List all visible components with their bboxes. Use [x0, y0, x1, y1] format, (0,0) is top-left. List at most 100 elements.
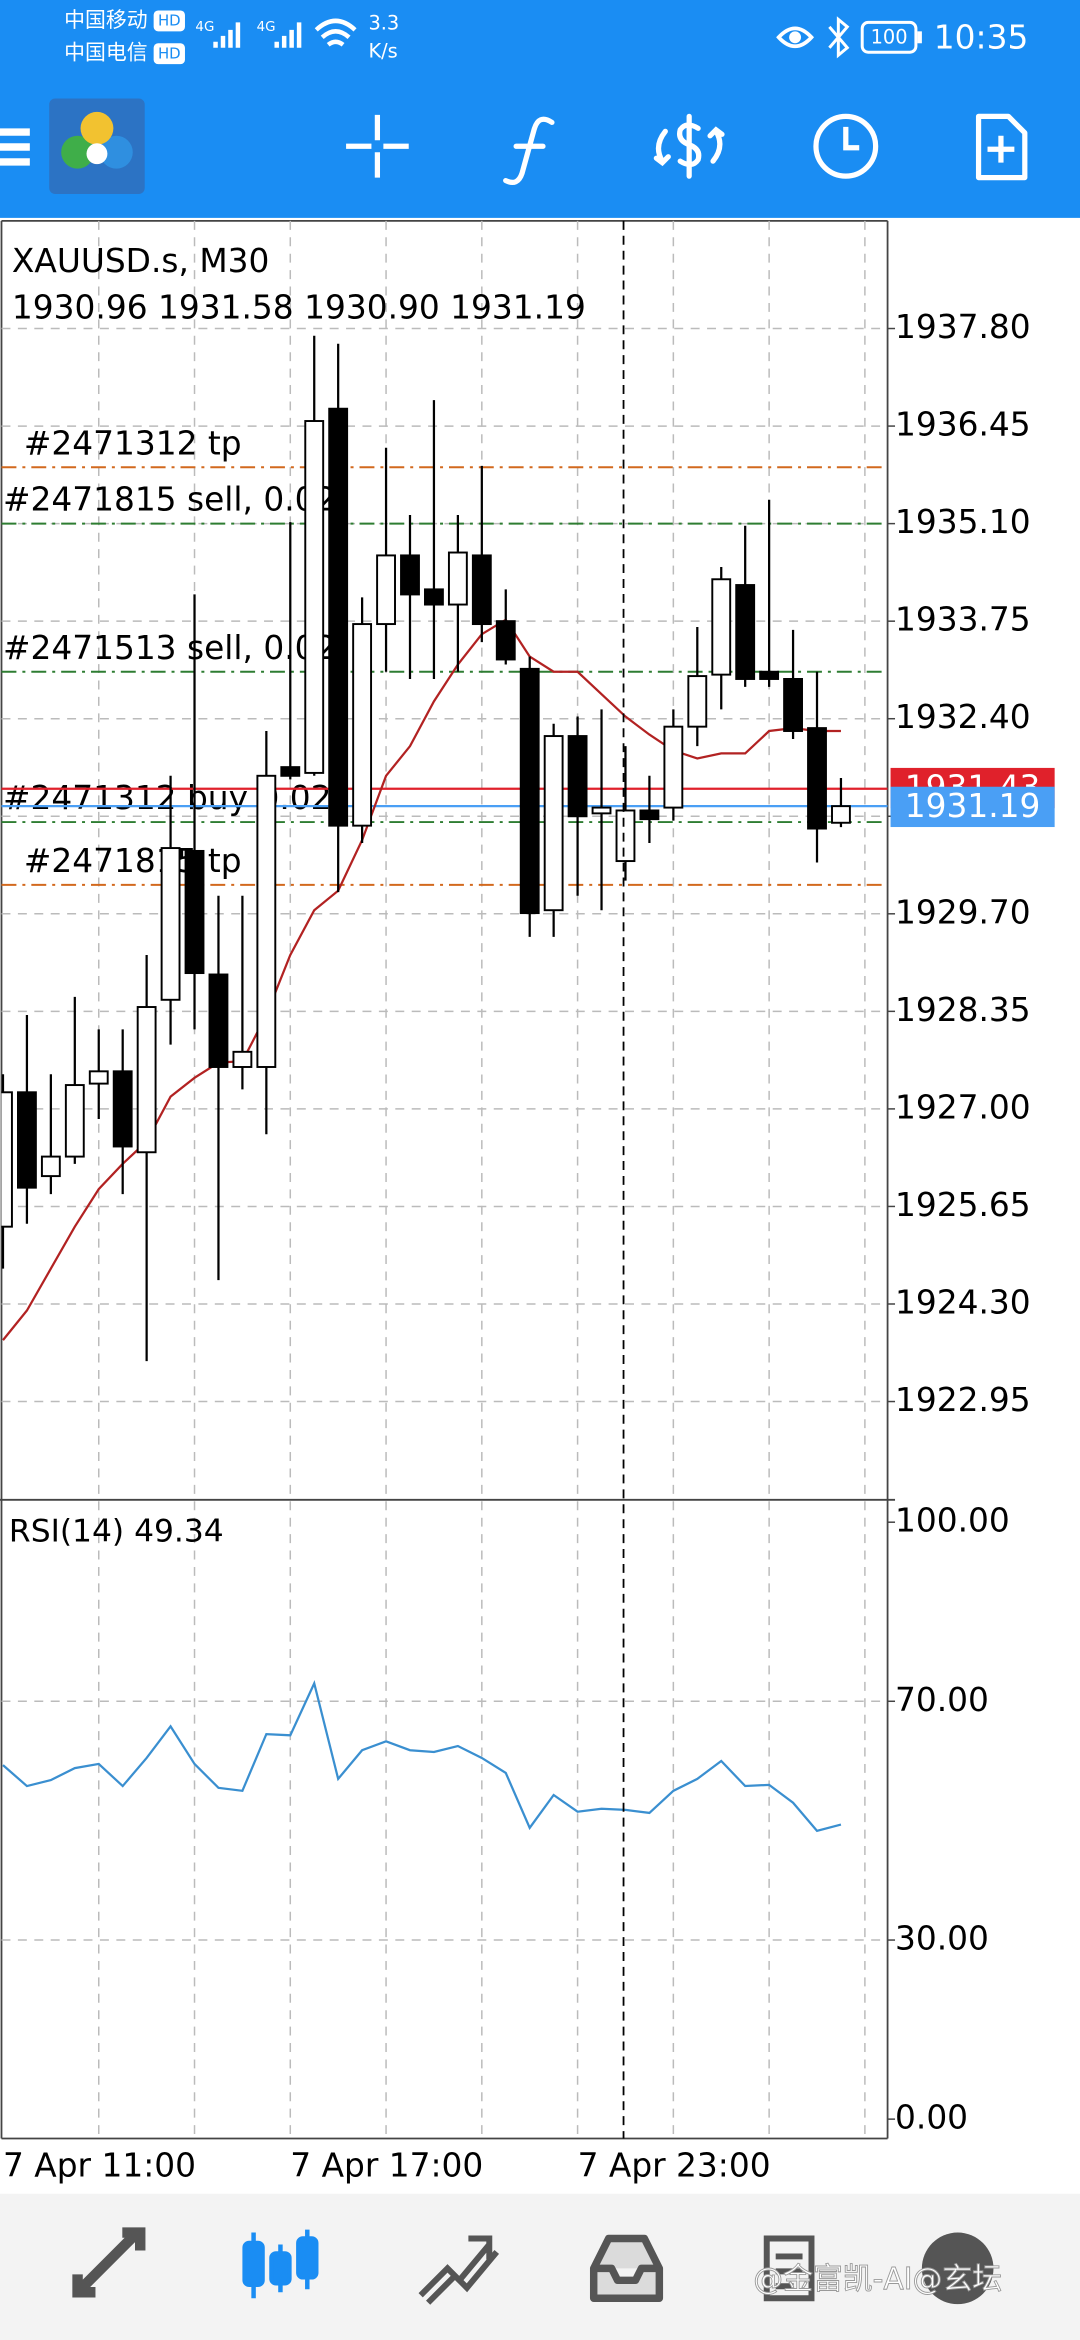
y-tick-label: 100.00 — [895, 1502, 1010, 1540]
candle-body — [471, 554, 492, 626]
chart-tab-icon — [242, 2240, 265, 2288]
signal-icon — [274, 22, 302, 48]
candle-body — [40, 1155, 61, 1178]
menu-button[interactable] — [0, 128, 30, 166]
candle-body — [88, 1070, 109, 1085]
candle-body — [1, 1091, 13, 1228]
candle-body — [352, 623, 373, 827]
y-tick-label: 1937.80 — [895, 308, 1031, 346]
hd-label: HD — [158, 44, 181, 62]
indicators-button[interactable] — [503, 116, 555, 185]
clock: 10:35 — [934, 18, 1029, 56]
candle-body — [328, 407, 349, 827]
y-tick-label: 1925.65 — [895, 1186, 1031, 1224]
y-tick-label: 1927.00 — [895, 1088, 1031, 1126]
candle-body — [519, 667, 540, 915]
candle-body — [447, 551, 468, 606]
candle-body — [256, 774, 277, 1068]
battery-level: 100 — [871, 26, 908, 49]
hd-label: HD — [158, 12, 181, 30]
order-label: #2471815 sell, 0.02 — [3, 481, 336, 519]
history-tab[interactable] — [589, 2234, 664, 2302]
app-logo — [80, 111, 114, 145]
candle-body — [783, 678, 803, 732]
hd-badge — [153, 10, 185, 32]
watermark: @金富凯-AI@玄坛 — [753, 2262, 1002, 2297]
y-tick-label: 1935.10 — [895, 503, 1031, 541]
rsi-title: RSI(14) 49.34 — [9, 1514, 224, 1550]
bottom-nav: @金富凯-AI@玄坛 — [0, 2193, 1080, 2340]
order-label: #2471312 buy 0.02 — [3, 779, 332, 817]
status-bar: 中国移动 中国电信 HD HD 4G 4G 3.3 K/s 100 10:35 — [64, 8, 1028, 65]
speed-unit: K/s — [368, 40, 397, 63]
top-bar — [0, 0, 1080, 218]
candle-body — [615, 809, 636, 863]
candle-body — [759, 670, 780, 680]
y-tick-label: 0.00 — [895, 2099, 968, 2137]
order-label: #2471513 sell, 0.02 — [3, 629, 336, 667]
crosshair-button[interactable] — [346, 114, 409, 178]
eye-icon — [789, 31, 802, 44]
network: 4G — [257, 20, 276, 35]
trade-button[interactable] — [653, 113, 725, 179]
toolbar — [0, 98, 1028, 195]
chart-tab-icon — [296, 2236, 319, 2280]
y-tick-label: 1933.75 — [895, 601, 1031, 639]
x-tick-label: 7 Apr 11:00 — [3, 2146, 196, 2184]
new-order-button[interactable] — [975, 113, 1028, 181]
candle-body — [232, 1050, 253, 1068]
signal-icon — [213, 22, 241, 48]
candle-body — [639, 809, 660, 821]
messages-tab[interactable] — [921, 2232, 994, 2305]
chart-tab-icon — [269, 2251, 292, 2286]
candle-body — [495, 620, 516, 661]
candle-body — [400, 554, 420, 596]
candle-body — [184, 849, 205, 975]
eye-icon — [776, 26, 815, 49]
bluetooth-icon — [828, 16, 850, 59]
bid-tag-label: 1931.19 — [905, 787, 1041, 825]
trade-icon — [653, 126, 725, 167]
candle-body — [280, 766, 301, 777]
candle-body — [711, 578, 732, 676]
x-tick-label: 7 Apr 17:00 — [290, 2146, 483, 2184]
wifi-icon — [314, 18, 357, 47]
candle-body — [807, 727, 827, 830]
y-tick-label: 1924.30 — [895, 1283, 1031, 1321]
news-tab[interactable] — [763, 2235, 815, 2302]
order-label: #2471815 tp — [24, 842, 242, 880]
chart-title: XAUUSD.s, M30 — [12, 242, 269, 280]
app-logo — [99, 135, 133, 169]
y-tick-label: 30.00 — [895, 1920, 989, 1958]
bid-tag — [890, 786, 1055, 828]
candle-body — [136, 1006, 157, 1154]
candle-body — [112, 1070, 133, 1148]
new-order-icon — [987, 135, 1015, 163]
app-logo — [86, 143, 108, 165]
candle-body — [663, 725, 684, 809]
chart-tab[interactable] — [242, 2229, 319, 2299]
quotes-tab[interactable] — [72, 2227, 146, 2298]
candle-body — [567, 735, 588, 818]
candle-body — [64, 1084, 85, 1158]
axes: 1937.80 1936.45 1935.10 1933.75 1932.40 1931.… — [3, 308, 1055, 2184]
history-icon — [843, 126, 860, 151]
candle-body — [17, 1091, 37, 1189]
speed: 3.3 — [368, 11, 399, 34]
candle-body — [735, 584, 756, 680]
ohlc-label: 1930.96 1931.58 1930.90 1931.19 — [12, 288, 586, 326]
y-tick-label: 1928.35 — [895, 991, 1031, 1029]
y-tick-label: 1929.70 — [895, 893, 1031, 931]
history-button[interactable] — [813, 113, 879, 179]
y-tick-label: 1936.45 — [895, 406, 1031, 444]
trade-tab[interactable] — [418, 2235, 500, 2305]
app-logo — [61, 135, 94, 169]
candle-body — [208, 973, 229, 1068]
network: 4G — [195, 20, 214, 35]
carrier: 中国移动 — [64, 8, 147, 32]
candle-body — [160, 847, 181, 1001]
candle-body — [543, 735, 564, 912]
hd-badge — [153, 43, 185, 65]
